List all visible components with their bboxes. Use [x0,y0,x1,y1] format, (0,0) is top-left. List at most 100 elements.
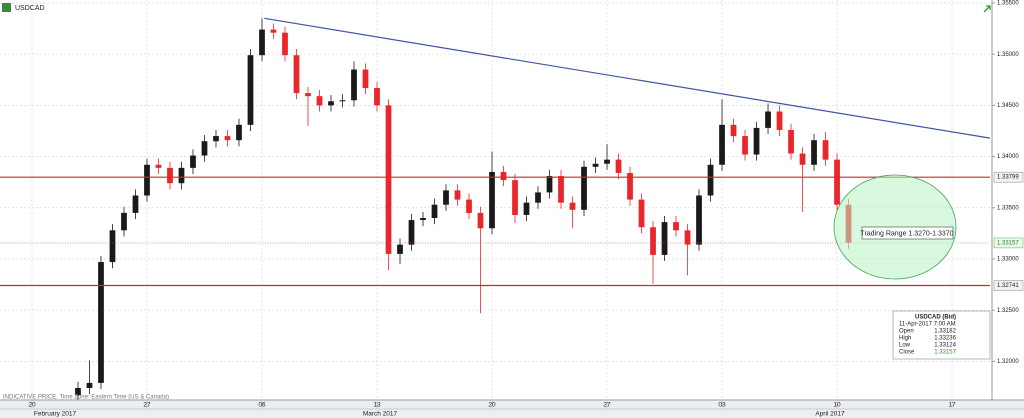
candle-body [500,171,507,181]
x-tick-label: 17 [948,402,956,409]
price-tag [993,171,1024,183]
footnote: INDICATIVE PRICE. Time Zone: Eastern Tim… [3,395,169,401]
candle-body [408,220,415,245]
candle-body [742,136,748,155]
candle-body [339,100,346,102]
candle-body [316,96,323,106]
candle-body [351,69,357,101]
candle-body [420,218,426,221]
y-tick-label: 1.32000 [997,359,1019,365]
symbol-icon [2,3,11,12]
candle-body [385,105,392,254]
info-value: 1.33182 [934,329,956,335]
candle-body [431,204,438,219]
candle-body [236,124,242,141]
candle-body [75,388,81,396]
candle-body [569,202,576,210]
candle-body [650,227,656,255]
month-label: March 2017 [363,411,398,418]
candle-body [293,55,300,94]
candle-body [397,244,403,254]
candle-body [523,202,530,215]
candle-body [282,32,288,56]
candle-body [604,159,610,164]
candle-body [730,124,737,137]
trend-icon [983,5,991,13]
candle-body [765,111,771,128]
candle-body [696,195,702,245]
candle-body [201,141,208,156]
x-tick-label: 20 [488,402,496,409]
info-label: Low [899,343,911,349]
candle-body [753,127,760,155]
candle-body [466,199,472,213]
price-tag-label: 1.32741 [997,283,1019,289]
y-tick-label: 1.32500 [997,308,1019,314]
candle-body [86,382,93,389]
price-tag-label: 1.33157 [997,240,1019,246]
candle-body [328,101,334,106]
candle-body [443,190,449,205]
candle-body [98,262,104,383]
candle-body [661,222,668,255]
x-tick-label: 20 [28,402,36,409]
price-tag-label: 1.33799 [997,175,1019,181]
y-tick-label: 1.33500 [997,205,1019,211]
info-label: Close [899,350,915,356]
candle-body [719,124,725,165]
candle-body [535,192,541,203]
candle-body [132,195,139,213]
candle-body [213,136,219,142]
candle-body [615,159,622,173]
annotation-box [861,226,954,240]
x-tick-label: 06 [258,402,266,409]
x-tick-label: 13 [373,402,381,409]
month-label: February 2017 [34,411,77,418]
candle-body [144,164,150,196]
candle-body [190,155,196,168]
mark-layer [0,17,991,401]
info-value: 1.33236 [934,336,956,342]
y-tick-label: 1.34000 [997,154,1019,160]
info-box: USDCAD (Bid) 11-Apr-2017 7:00 AM Open 1.… [892,310,991,360]
info-time: 11-Apr-2017 7:00 AM [899,322,956,328]
candle-body [684,230,691,245]
candle-body [581,166,587,210]
candle-body [489,171,495,229]
candle-body [109,230,116,263]
info-box-frame [892,310,991,360]
candle-body [247,55,254,125]
candle-body [822,140,829,160]
candle-body [305,93,311,97]
candle-body [799,153,806,165]
candle-body [776,111,783,130]
candle-body [707,164,714,196]
y-tick-label: 1.33000 [997,257,1019,263]
price-tag [993,237,1024,249]
candle-body [224,136,231,141]
info-label: High [899,336,911,342]
candle-body [592,163,599,167]
candle-body [558,176,564,203]
candle-body [477,212,484,229]
candle-body [788,129,794,154]
x-tick-label: 27 [603,402,611,409]
candle-body [374,87,380,106]
candle-body [512,180,518,215]
candle-body [454,190,461,200]
y-tick-label: 1.35000 [997,52,1019,58]
candle-body [834,159,840,205]
candle-body [167,167,173,184]
info-label: Open [899,329,914,335]
candle-body [811,140,817,165]
info-value: 1.33157 [934,350,956,356]
candle-body [546,176,553,193]
annotation: Trading Range 1.3270-1.3370 [860,230,953,237]
x-tick-label: 10 [833,402,841,409]
info-value: 1.33124 [934,343,956,349]
candle-body [121,212,127,231]
y-tick-label: 1.35500 [997,1,1019,7]
x-tick-label: 03 [718,402,726,409]
info-title: USDCAD (Bid) [915,315,956,321]
